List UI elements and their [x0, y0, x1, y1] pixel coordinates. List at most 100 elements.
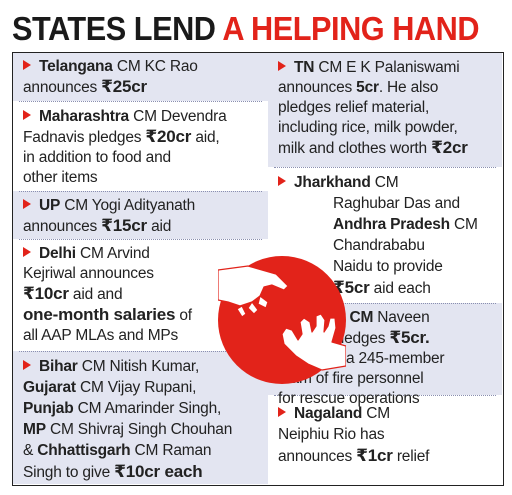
item-jharkhand-body: Raghubar Das and Andhra Pradesh CM Chand…: [333, 193, 503, 299]
item-text: including rice, milk powder,: [278, 119, 458, 136]
item-text: aid and: [68, 286, 123, 303]
item-tn: TN CM E K Palaniswami announces 5cr. He …: [278, 58, 502, 159]
amount: 5cr: [356, 79, 379, 96]
panel-bihar: [13, 351, 268, 484]
panel-tn: [268, 53, 502, 167]
item-text: announces: [278, 448, 357, 465]
item-text: CM Yogi Adityanath: [60, 197, 196, 214]
state-name: Chhattisgarh: [37, 442, 131, 459]
item-jharkhand: Jharkhand CM: [278, 173, 502, 193]
divider: [274, 303, 496, 304]
bullet-arrow-icon: [278, 61, 286, 71]
item-text: relief: [392, 448, 430, 465]
headline: STATES LEND A HELPING HAND: [12, 8, 479, 50]
item-text: Chandrababu: [333, 237, 425, 254]
divider: [19, 191, 262, 192]
item-text: CM Raman: [130, 442, 212, 459]
state-name: Maharashtra: [39, 108, 129, 125]
bullet-arrow-icon: [23, 110, 31, 120]
item-text: aid,: [191, 129, 220, 146]
item-text: aid: [146, 218, 172, 235]
item-text: of: [175, 307, 192, 324]
amount: ₹5cr.: [389, 328, 430, 347]
item-text: for rescue operations: [278, 390, 420, 407]
item-text: &: [23, 442, 38, 459]
headline-red: A HELPING HAND: [222, 10, 480, 47]
amount: ₹1cr: [356, 446, 393, 465]
divider: [274, 395, 496, 396]
state-name: Bihar: [39, 358, 78, 375]
content-frame: Telangana CM KC Rao announces ₹25cr Maha…: [12, 52, 504, 486]
panel-nagaland: [268, 395, 502, 484]
state-name: UP: [39, 197, 61, 214]
item-text: Kejriwal announces: [23, 265, 154, 282]
item-text: CM Arvind: [75, 245, 150, 262]
item-text: aid each: [369, 280, 431, 297]
state-name: Gujarat: [23, 379, 76, 396]
amount: ₹10cr: [23, 284, 69, 303]
state-name: Punjab: [23, 400, 74, 417]
item-text: CM Amarinder Singh,: [73, 400, 222, 417]
divider: [19, 239, 262, 240]
panel-maharashtra: [13, 101, 268, 191]
item-text: CM: [362, 405, 390, 422]
state-name: Nagaland: [294, 405, 363, 422]
state-name: Andhra Pradesh: [333, 216, 450, 233]
amount: ₹25cr: [101, 77, 147, 96]
item-text: CM KC Rao: [112, 58, 198, 75]
state-name: Delhi: [39, 245, 76, 262]
amount: ₹10cr each: [114, 462, 203, 481]
item-nagaland: Nagaland CM Neiphiu Rio has announces ₹1…: [278, 403, 502, 467]
item-up: UP CM Yogi Adityanath announces ₹15cr ai…: [23, 196, 263, 237]
bold-phrase: one-month salaries: [23, 305, 176, 324]
item-text: CM Nitish Kumar,: [77, 358, 200, 375]
panel-up: [13, 191, 268, 239]
item-text: CM Vijay Rupani,: [75, 379, 197, 396]
item-text: Naidu to provide: [333, 258, 443, 275]
infographic: STATES LEND A HELPING HAND Telangana CM …: [4, 4, 508, 490]
bullet-arrow-icon: [23, 60, 31, 70]
amount: ₹5cr: [333, 278, 370, 297]
item-telangana: Telangana CM KC Rao announces ₹25cr: [23, 57, 263, 98]
bullet-arrow-icon: [278, 407, 286, 417]
item-text: CM: [449, 216, 478, 233]
divider: [19, 351, 262, 352]
item-text: announces: [23, 218, 102, 235]
helping-hands-icon: [218, 265, 346, 371]
bullet-arrow-icon: [23, 360, 31, 370]
item-text: other items: [23, 169, 98, 186]
item-text: CM E K Palaniswami: [314, 59, 460, 76]
item-text: announces: [278, 79, 357, 96]
headline-black: STATES LEND: [12, 10, 223, 47]
state-name: TN: [294, 59, 315, 76]
divider: [19, 101, 262, 102]
item-text: Raghubar Das and: [333, 195, 460, 212]
state-name: MP: [23, 421, 46, 438]
amount: ₹15cr: [101, 216, 147, 235]
divider: [274, 167, 496, 168]
amount: ₹2cr: [431, 138, 468, 157]
item-bihar-group: Bihar CM Nitish Kumar, Gujarat CM Vijay …: [23, 356, 267, 483]
item-text: Singh to give: [23, 464, 115, 481]
item-text: Neiphiu Rio has: [278, 426, 385, 443]
panel-telangana: [13, 53, 268, 101]
item-delhi: Delhi CM Arvind Kejriwal announces ₹10cr…: [23, 244, 267, 346]
state-name: Jharkhand: [294, 174, 371, 191]
item-text: CM Shivraj Singh Chouhan: [45, 421, 233, 438]
state-name: Telangana: [39, 58, 113, 75]
item-text: . He also: [378, 79, 439, 96]
item-text: Fadnavis pledges: [23, 129, 146, 146]
item-text: CM Devendra: [128, 108, 227, 125]
item-text: announces: [23, 79, 102, 96]
item-text: Naveen: [373, 309, 430, 326]
bullet-arrow-icon: [23, 247, 31, 257]
item-text: CM: [370, 174, 399, 191]
item-text: in addition to food and: [23, 149, 171, 166]
amount: ₹20cr: [145, 127, 192, 146]
item-text: all AAP MLAs and MPs: [23, 327, 179, 344]
item-text: milk and clothes worth: [278, 140, 432, 157]
bullet-arrow-icon: [23, 199, 31, 209]
bullet-arrow-icon: [278, 176, 286, 186]
item-text: pledges relief material,: [278, 99, 430, 116]
item-maharashtra: Maharashtra CM Devendra Fadnavis pledges…: [23, 107, 267, 188]
